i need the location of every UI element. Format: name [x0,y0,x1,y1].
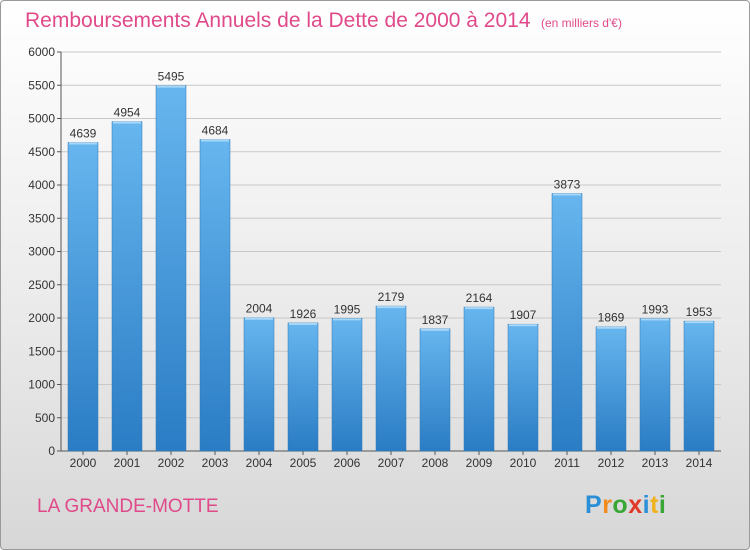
logo-letter: i [642,491,651,519]
y-tick-label: 4000 [28,178,55,192]
data-label: 2004 [246,302,273,316]
bar [507,323,539,452]
data-label: 4954 [114,106,141,120]
logo-letter: t [650,491,659,519]
bar [595,326,627,452]
y-tick-label: 0 [48,444,55,458]
x-tick-label: 2012 [598,456,625,470]
x-tick-label: 2014 [686,456,713,470]
y-tick-label: 2500 [28,278,55,292]
data-label: 1907 [510,308,537,322]
x-tick-label: 2008 [422,456,449,470]
bar-highlight [113,121,141,124]
x-tick-label: 2011 [554,456,580,470]
bar [463,306,495,452]
x-tick-label: 2010 [510,456,537,470]
y-tick-label: 500 [35,411,55,425]
data-label: 1995 [334,302,361,316]
bar-highlight [201,139,229,142]
data-labels: 4639 2000 4954 2001 5495 2002 4684 2003 2004 2004… [70,70,713,470]
bar [287,322,319,452]
y-tick-label: 1000 [28,378,55,392]
y-tick-label: 6000 [28,45,55,59]
x-tick-label: 2000 [70,456,97,470]
bar-highlight [245,317,273,320]
bar-highlight [377,306,405,309]
bar-highlight [333,318,361,321]
data-label: 1953 [686,305,713,319]
bar-highlight [553,193,581,196]
y-tick-label: 1500 [28,344,55,358]
y-tick-label: 3000 [28,245,55,259]
title-text: Remboursements Annuels de la Dette de 20… [25,9,531,32]
y-tick-label: 5000 [28,112,55,126]
data-label: 1837 [422,313,449,327]
data-label: 5495 [158,70,185,84]
logo-letter: i [658,491,667,519]
x-tick-label: 2009 [466,456,493,470]
bar [331,318,363,452]
x-tick-label: 2007 [378,456,405,470]
logo-letter: r [602,491,613,519]
bar [67,142,99,452]
bar-highlight [157,85,185,88]
bar-highlight [509,324,537,327]
bar [155,85,187,452]
x-tick-label: 2001 [114,456,141,470]
logo-letter: x [628,491,643,519]
x-tick-label: 2005 [290,456,317,470]
bar-highlight [685,321,713,324]
bar-highlight [597,326,625,329]
commune-name: LA GRANDE-MOTTE [37,496,219,517]
logo-letter: P [585,491,603,519]
x-tick-label: 2003 [202,456,229,470]
bar [683,320,715,452]
data-label: 1993 [642,302,669,316]
bar-highlight [421,328,449,331]
unit-text: (en milliers d'€) [540,16,622,30]
y-tick-label: 3500 [28,211,55,225]
bar [419,328,451,452]
bar [243,317,275,452]
bar [199,139,231,452]
data-label: 2164 [466,291,493,305]
data-label: 1869 [598,311,625,325]
data-label: 4684 [202,124,229,138]
x-tick-label: 2002 [158,456,185,470]
y-tick-label: 5500 [28,78,55,92]
bar-highlight [289,322,317,325]
bar-highlight [69,142,97,145]
y-tick-label: 4500 [28,145,55,159]
x-tick-label: 2004 [246,456,273,470]
data-label: 3873 [554,177,581,191]
bar [375,305,407,452]
bar [551,193,583,452]
bar [639,318,671,452]
logo-letter: o [612,491,629,519]
data-label: 1926 [290,307,317,321]
data-label: 4639 [70,127,97,141]
x-tick-label: 2013 [642,456,669,470]
x-tick-label: 2006 [334,456,361,470]
y-tick-label: 2000 [28,311,55,325]
data-label: 2179 [378,290,405,304]
bars [67,85,715,452]
bar-highlight [641,318,669,321]
proxiti-logo: Proxiti [585,491,666,520]
bar [111,121,143,452]
chart-title: Remboursements Annuels de la Dette de 20… [25,9,622,33]
bar-highlight [465,307,493,310]
